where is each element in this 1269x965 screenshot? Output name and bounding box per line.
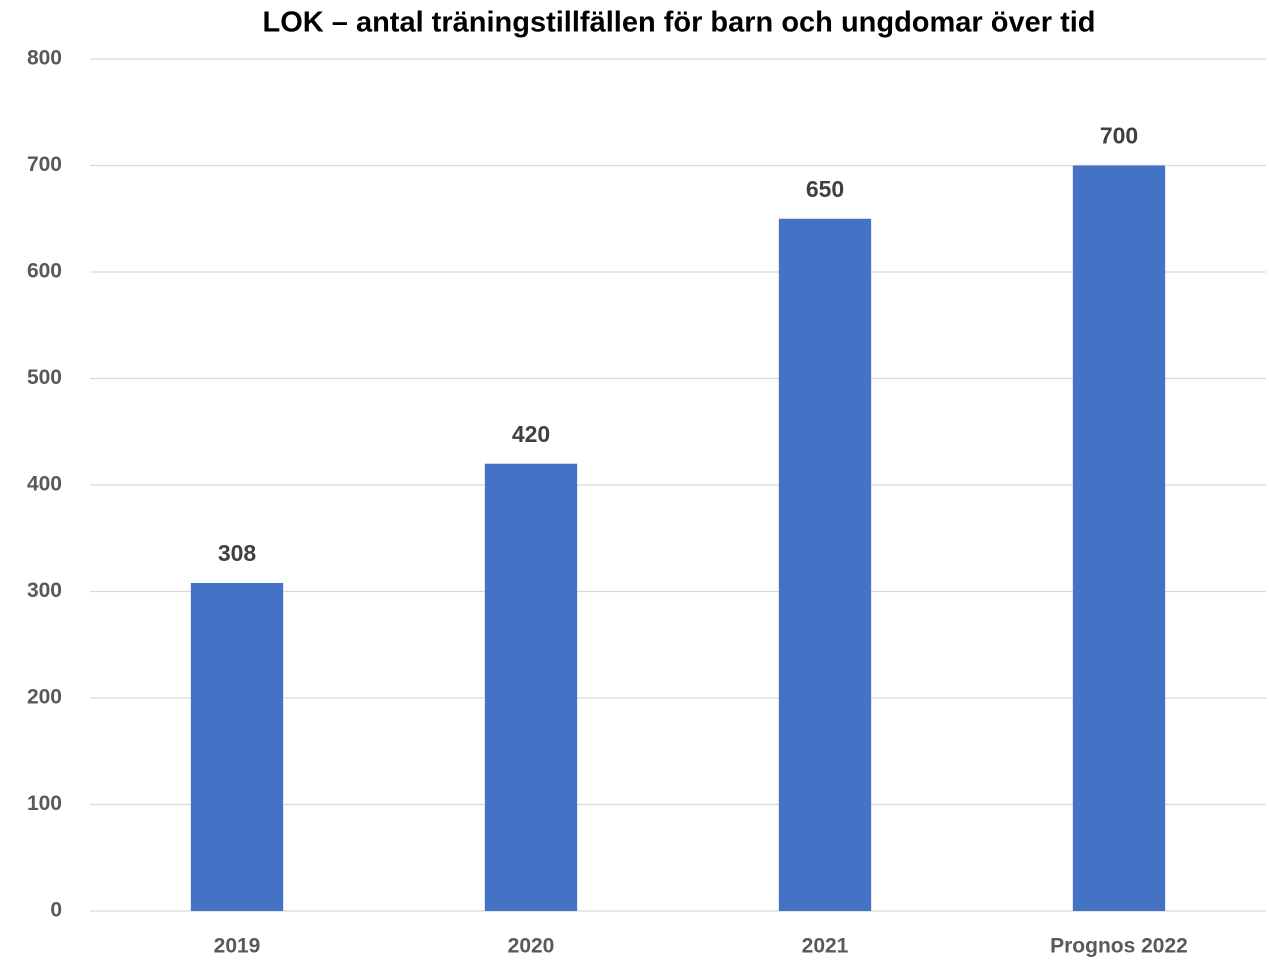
bar: [1072, 165, 1166, 911]
y-tick-label: 500: [27, 366, 62, 389]
data-label: 308: [218, 540, 257, 566]
data-label: 650: [806, 176, 844, 202]
bar: [190, 582, 284, 911]
bar: [778, 218, 872, 911]
y-tick-label: 300: [27, 579, 62, 602]
chart-title: LOK – antal träningstillfällen för barn …: [262, 7, 1095, 39]
y-tick-label: 0: [50, 899, 62, 922]
x-tick-label: 2019: [214, 935, 261, 958]
x-tick-label: 2020: [508, 935, 555, 958]
x-tick-label: Prognos 2022: [1050, 935, 1188, 958]
bar: [484, 463, 578, 911]
y-tick-label: 600: [27, 260, 62, 283]
data-label: 700: [1100, 123, 1138, 149]
y-tick-label: 800: [27, 47, 62, 70]
data-label: 420: [512, 421, 550, 447]
y-tick-label: 200: [27, 686, 62, 709]
y-tick-label: 100: [27, 792, 62, 815]
x-tick-label: 2021: [802, 935, 849, 958]
y-tick-label: 700: [27, 153, 62, 176]
y-tick-label: 400: [27, 473, 62, 496]
